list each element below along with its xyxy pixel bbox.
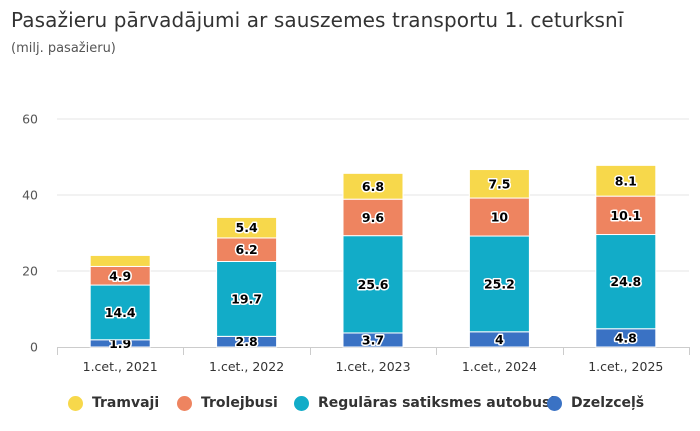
x-tick-label: 1.cet., 2023: [335, 359, 410, 374]
bar-segment: [89, 284, 151, 341]
data-label: 24.8: [610, 274, 641, 289]
legend-label: Trolejbusi: [201, 395, 278, 411]
data-label: 6.2: [236, 242, 258, 257]
bar-segment: [468, 169, 530, 199]
x-tick-label: 1.cet., 2021: [83, 359, 158, 374]
legend-item-tramvaji[interactable]: Tramvaji: [68, 390, 159, 416]
legend-marker-icon: [68, 395, 83, 411]
data-label: 5.4: [236, 220, 258, 235]
y-tick-label: 20: [22, 264, 38, 279]
y-tick-label: 40: [22, 188, 38, 203]
data-label: 6.8: [362, 179, 384, 194]
chart-subtitle: (milj. pasažieru): [11, 41, 116, 56]
bar-segment: [342, 172, 404, 200]
data-label: 14.4: [105, 305, 136, 320]
bar-segment: [342, 198, 404, 237]
data-label: 19.7: [231, 291, 262, 306]
data-label: 4.9: [109, 268, 131, 283]
x-tick-label: 1.cet., 2025: [588, 359, 663, 374]
legend-marker-icon: [547, 395, 562, 411]
legend-marker-icon: [294, 395, 309, 411]
bar-segment: [595, 195, 657, 236]
bar-segment: [216, 261, 278, 337]
data-label: 25.6: [358, 277, 389, 292]
data-label: 8.1: [615, 173, 637, 188]
data-label: 10.1: [610, 208, 641, 223]
data-label: 25.2: [484, 276, 515, 291]
bar-segment: [595, 164, 657, 197]
bar-segment: [342, 235, 404, 334]
bar-segment: [216, 216, 278, 239]
y-tick-label: 60: [22, 112, 38, 127]
chart-title: Pasažieru pārvadājumi ar sauszemes trans…: [11, 8, 624, 32]
legend-label: Tramvaji: [92, 395, 160, 411]
bar-segment: [89, 254, 151, 267]
data-label: 4.8: [615, 330, 637, 345]
x-tick-label: 1.cet., 2024: [462, 359, 537, 374]
bar-segment: [468, 197, 530, 237]
legend-item-trolejbusi[interactable]: Trolejbusi: [177, 390, 278, 416]
data-label: 3.7: [362, 332, 384, 347]
y-tick-label: 0: [30, 340, 38, 355]
legend-label: Dzelzceļš: [571, 395, 645, 411]
bar-segment: [468, 235, 530, 333]
data-label: 9.6: [362, 210, 384, 225]
data-label: 4: [495, 332, 504, 347]
data-label: 7.5: [488, 176, 510, 191]
x-tick-label: 1.cet., 2022: [209, 359, 284, 374]
data-label: 2.8: [236, 334, 258, 349]
legend-label: Regulāras satiksmes autobusi: [318, 395, 556, 411]
legend-marker-icon: [177, 395, 192, 411]
chart-legend: Tramvaji Trolejbusi Regulāras satiksmes …: [0, 390, 700, 416]
bar-segment: [595, 234, 657, 330]
data-label: 10: [491, 210, 509, 225]
legend-item-dzelzcels[interactable]: Dzelzceļš: [547, 390, 644, 416]
legend-item-autobusi[interactable]: Regulāras satiksmes autobusi: [294, 390, 555, 416]
